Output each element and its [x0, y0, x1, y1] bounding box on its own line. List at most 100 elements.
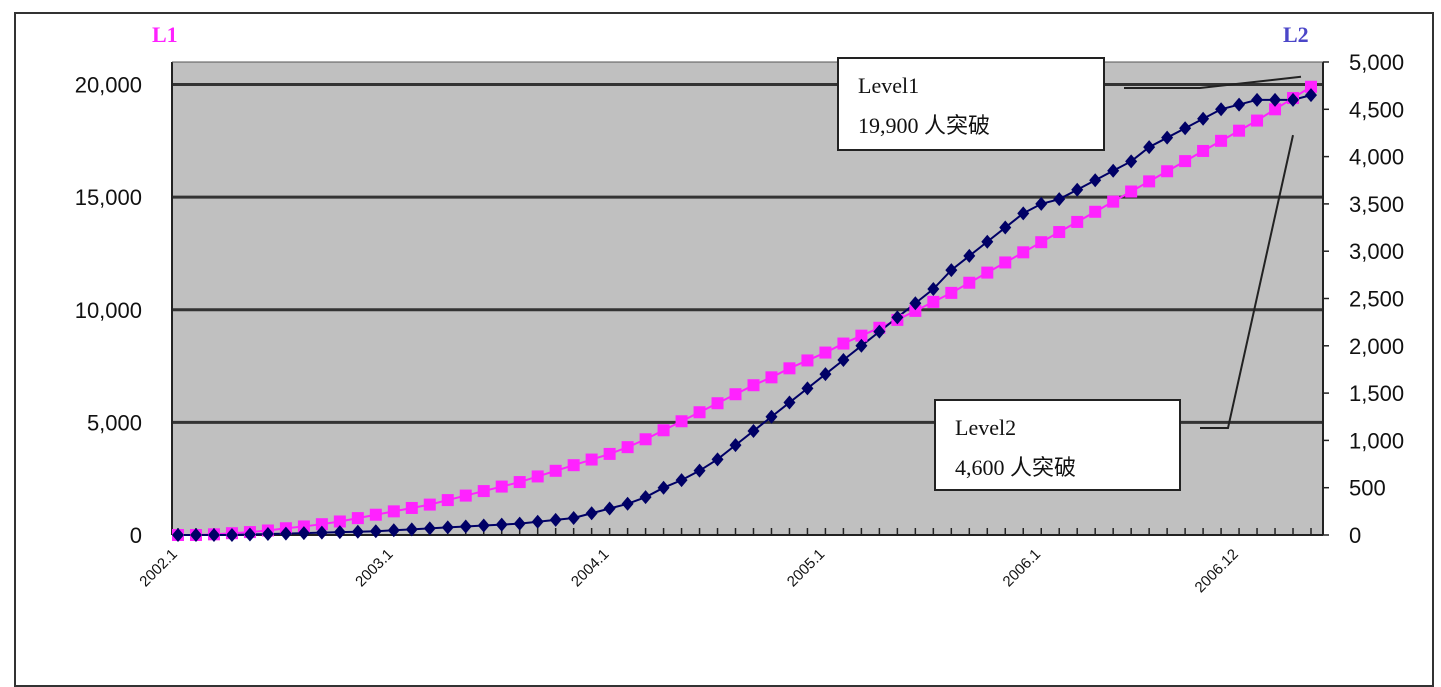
- series-1-point: [819, 346, 832, 359]
- series-1-point: [315, 518, 328, 531]
- series-lines: [178, 85, 1312, 536]
- series-2-point: [927, 282, 940, 297]
- series-2-point: [909, 296, 922, 311]
- series-1-point: [1053, 226, 1066, 239]
- series-2-point: [693, 463, 706, 478]
- series-1-point: [1035, 236, 1048, 249]
- series-1-point: [855, 329, 868, 342]
- series-2-point: [513, 516, 526, 531]
- right-tick-label: 5,000: [1349, 50, 1404, 75]
- series-1-point: [1161, 165, 1174, 178]
- series-2-point: [1251, 92, 1264, 107]
- series-1-point: [657, 424, 670, 437]
- series-2-point: [1089, 173, 1102, 188]
- series-2-point: [1161, 130, 1174, 145]
- series-2-point: [639, 490, 652, 505]
- x-tick-label: 2006.12: [1192, 546, 1242, 596]
- series-1-point: [351, 512, 364, 525]
- series-1-point: [801, 354, 814, 367]
- series-1-point: [783, 362, 796, 375]
- series-2-point: [369, 524, 382, 539]
- x-axis-ticks: 2002.1 2003.1 2004.1 2005.1 2006.1 2006.12: [136, 546, 1242, 596]
- series-1-point: [945, 286, 958, 299]
- series-2-point: [1053, 192, 1066, 207]
- series-1-point: [567, 459, 580, 472]
- level2-callout-title: Level2: [955, 415, 1016, 440]
- x-tick-label: 2006.1: [1000, 546, 1044, 590]
- series-1-point: [909, 304, 922, 317]
- series-2-point: [981, 234, 994, 249]
- right-tick-label: 4,500: [1349, 97, 1404, 122]
- series-2-point: [1107, 163, 1120, 178]
- series-2-point: [1269, 92, 1282, 107]
- series-2-point: [1143, 140, 1156, 155]
- series-1-point: [1017, 246, 1030, 259]
- series-2-point: [747, 423, 760, 438]
- series-1-point: [459, 489, 472, 502]
- series-1-point: [765, 371, 778, 384]
- series-1-point: [1251, 114, 1264, 127]
- left-axis-ticks: 0 5,000 10,000 15,000 20,000: [75, 73, 142, 548]
- level1-callout-box: [837, 57, 1105, 151]
- series-markers: [172, 80, 1317, 542]
- series-1-point: [1143, 175, 1156, 188]
- series-1-point: [531, 470, 544, 483]
- series-2-point: [1215, 102, 1228, 117]
- callouts: Level1 19,900 人突破 Level2 4,600 人突破: [837, 57, 1302, 491]
- series-1-point: [675, 415, 688, 428]
- series-1-point: [1269, 103, 1282, 116]
- series-2-point: [189, 528, 202, 542]
- series-2-point: [711, 452, 724, 467]
- series-2-point: [657, 480, 670, 495]
- series-2-point: [999, 220, 1012, 235]
- right-tick-label: 500: [1349, 476, 1386, 501]
- series-1-point: [1089, 205, 1102, 218]
- series-1-point: [963, 276, 976, 289]
- series-2-point: [963, 248, 976, 263]
- series-2-point: [801, 381, 814, 396]
- series-2-point: [621, 496, 634, 511]
- right-axis-ticks: 0 500 1,000 1,500 2,000 2,500 3,000 3,500 4,000 4…: [1323, 50, 1404, 548]
- series-2-point: [333, 525, 346, 540]
- series-1-point: [621, 441, 634, 454]
- right-tick-label: 4,000: [1349, 145, 1404, 170]
- series-2-point: [351, 524, 364, 539]
- series-1-point: [1071, 215, 1084, 228]
- series-1-point: [603, 447, 616, 460]
- series-2-point: [1287, 92, 1300, 107]
- series-2-point: [172, 528, 184, 542]
- series-2-point: [261, 527, 274, 542]
- series-2-point: [585, 506, 598, 521]
- x-tick-label: 2005.1: [784, 546, 828, 590]
- series-2-point: [765, 409, 778, 424]
- series-2-line: [178, 94, 1312, 536]
- series-2-point: [567, 510, 580, 525]
- series-2-point: [945, 263, 958, 278]
- series-2-point: [477, 518, 490, 533]
- right-tick-label: 3,500: [1349, 192, 1404, 217]
- series-1-point: [333, 515, 346, 528]
- series-2-point: [1035, 196, 1048, 211]
- x-tick-label: 2002.1: [136, 546, 180, 590]
- right-tick-label: 1,000: [1349, 428, 1404, 453]
- series-1-line: [178, 85, 1312, 536]
- series-1-point: [405, 501, 418, 514]
- series-2-point: [531, 514, 544, 529]
- series-2-point: [729, 438, 742, 453]
- series-1-point: [837, 337, 850, 350]
- series-2-point: [1071, 182, 1084, 197]
- series-2-point: [297, 526, 310, 541]
- left-tick-label: 15,000: [75, 185, 142, 210]
- right-tick-label: 2,500: [1349, 287, 1404, 312]
- series-1-point: [1125, 185, 1138, 198]
- series-2-point: [243, 527, 256, 542]
- series-1-point: [1233, 124, 1246, 137]
- series-1-point: [1107, 195, 1120, 208]
- left-tick-label: 0: [130, 523, 142, 548]
- x-tick-label: 2004.1: [568, 546, 612, 590]
- series-2-point: [1197, 111, 1210, 126]
- right-tick-label: 0: [1349, 523, 1361, 548]
- series-1-point: [1305, 80, 1317, 93]
- series-2-point: [225, 528, 238, 542]
- series-2-point: [459, 519, 472, 534]
